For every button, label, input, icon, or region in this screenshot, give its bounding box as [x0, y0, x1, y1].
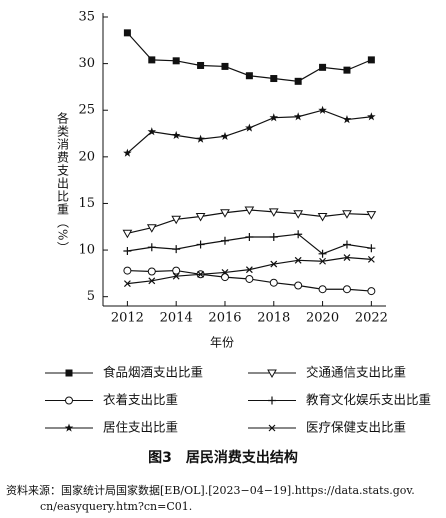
y-tick-label: 30: [78, 56, 95, 71]
marker: [366, 211, 377, 220]
marker: [367, 255, 375, 263]
x-tick-label: 2018: [257, 311, 290, 326]
marker: [221, 269, 229, 276]
marker: [245, 123, 254, 132]
marker: [220, 273, 229, 282]
series-line: [127, 109, 372, 154]
marker: [269, 113, 279, 122]
marker: [269, 233, 278, 242]
y-tick-label: 25: [78, 103, 95, 118]
marker: [294, 77, 302, 85]
marker: [172, 272, 180, 280]
marker: [148, 56, 156, 64]
marker: [367, 287, 376, 296]
chart-title: 图3 居民消费支出结构: [148, 449, 298, 466]
marker: [270, 75, 278, 83]
marker: [343, 254, 351, 261]
y-axis-label: 各类消费支出比重（%）: [56, 111, 70, 255]
marker: [245, 72, 253, 80]
x-tick-label: 2014: [160, 311, 193, 326]
legend-label: 居住支出比重: [103, 420, 178, 435]
marker: [171, 215, 182, 225]
y-tick-label: 35: [78, 10, 95, 25]
marker: [172, 266, 181, 275]
marker: [267, 369, 277, 379]
marker: [268, 424, 276, 432]
marker: [342, 240, 351, 249]
marker: [245, 233, 254, 242]
marker: [342, 285, 351, 294]
legend-label: 医疗保健支出比重: [306, 420, 406, 435]
marker: [268, 208, 279, 217]
marker: [65, 396, 73, 405]
legend-label: 食品烟酒支出比重: [103, 365, 203, 380]
marker: [317, 213, 328, 222]
marker: [123, 266, 132, 275]
marker: [221, 62, 229, 70]
y-tick-label: 15: [78, 196, 95, 211]
marker: [65, 369, 73, 377]
legend-label: 衣着支出比重: [103, 392, 178, 407]
marker: [123, 29, 131, 37]
marker: [197, 270, 205, 278]
marker: [269, 278, 278, 287]
marker: [293, 112, 303, 121]
y-tick-label: 20: [78, 149, 95, 164]
marker: [146, 224, 157, 233]
x-tick-label: 2012: [111, 311, 144, 326]
marker: [122, 229, 133, 239]
marker: [318, 285, 327, 294]
marker: [220, 131, 230, 140]
x-axis-label: 年份: [210, 336, 234, 350]
marker: [319, 257, 326, 265]
marker: [294, 256, 302, 264]
marker: [245, 274, 254, 283]
marker: [220, 209, 230, 218]
marker: [147, 127, 157, 136]
marker: [294, 230, 303, 239]
legend-label: 教育文化娱乐支出比重: [306, 392, 431, 407]
marker: [123, 280, 131, 288]
marker: [367, 112, 376, 121]
marker: [171, 130, 181, 140]
marker: [64, 423, 74, 432]
marker: [270, 260, 278, 268]
x-tick-label: 2016: [208, 311, 241, 326]
marker: [196, 134, 205, 143]
marker: [172, 245, 181, 254]
marker: [220, 236, 229, 245]
x-tick-label: 2022: [355, 311, 388, 326]
marker: [367, 56, 375, 64]
marker: [343, 66, 351, 74]
marker: [147, 267, 156, 276]
marker: [319, 63, 327, 71]
source-line: cn/easyquery.htm?cn=C01.: [40, 500, 192, 513]
marker: [367, 244, 376, 253]
legend-label: 交通通信支出比重: [306, 365, 406, 380]
marker: [342, 210, 352, 219]
marker: [123, 148, 132, 157]
marker: [245, 266, 253, 274]
marker: [294, 281, 303, 290]
marker: [293, 210, 304, 219]
marker: [172, 57, 180, 65]
marker: [318, 105, 327, 114]
y-tick-label: 5: [87, 289, 95, 304]
marker: [196, 240, 205, 249]
marker: [318, 249, 327, 258]
marker: [244, 206, 255, 215]
marker: [342, 115, 352, 124]
marker: [268, 396, 276, 405]
marker: [195, 213, 206, 222]
marker: [197, 61, 205, 69]
y-tick-label: 10: [78, 243, 95, 258]
marker: [148, 277, 156, 285]
marker: [147, 243, 156, 252]
marker: [123, 246, 132, 255]
source-line: 资料来源：国家统计局国家数据[EB/OL].[2023−04−19].https…: [6, 483, 415, 497]
x-tick-label: 2020: [306, 311, 339, 326]
